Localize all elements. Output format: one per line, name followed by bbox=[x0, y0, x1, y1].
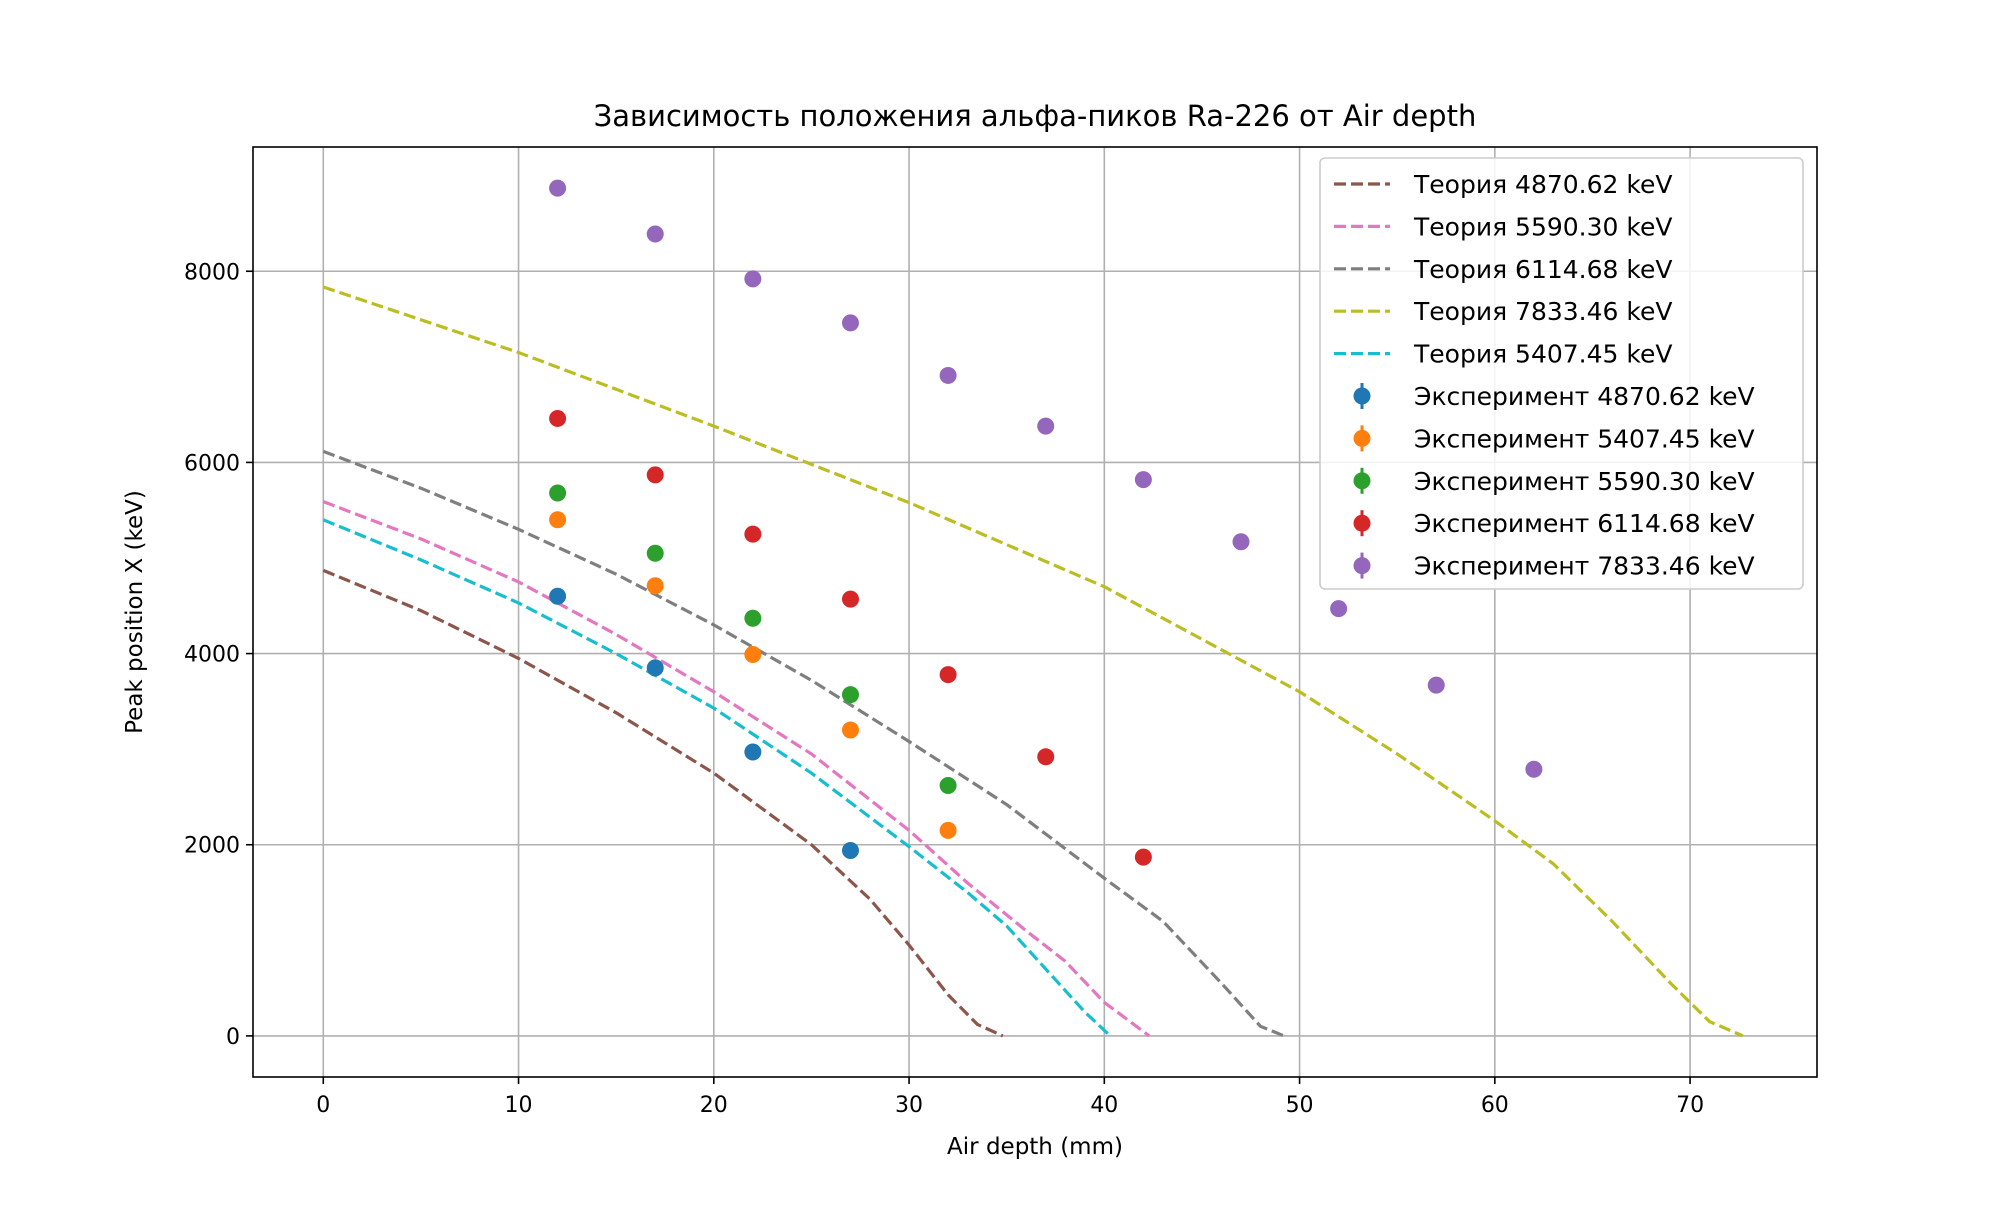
experiment-point bbox=[939, 366, 957, 384]
y-tick-label: 8000 bbox=[184, 260, 240, 285]
y-tick-label: 4000 bbox=[184, 643, 240, 668]
experiment-point bbox=[549, 179, 567, 197]
x-tick-label: 0 bbox=[316, 1093, 330, 1118]
legend-entry-label: Эксперимент 5407.45 keV bbox=[1414, 424, 1755, 453]
legend-point-swatch bbox=[1353, 557, 1371, 575]
y-tick-label: 6000 bbox=[184, 451, 240, 476]
legend-box bbox=[1319, 157, 1804, 590]
experiment-point bbox=[549, 511, 567, 529]
legend-point-swatch bbox=[1353, 429, 1371, 447]
x-tick-label: 50 bbox=[1286, 1093, 1314, 1118]
experiment-point bbox=[646, 577, 664, 595]
experiment-point bbox=[1134, 471, 1152, 489]
x-axis-label: Air depth (mm) bbox=[947, 1134, 1123, 1160]
legend-entry-label: Эксперимент 7833.46 keV bbox=[1414, 552, 1755, 581]
experiment-point bbox=[744, 646, 762, 664]
experiment-point bbox=[939, 776, 957, 794]
experiment-point bbox=[841, 590, 859, 608]
y-axis-label: Peak position X (keV) bbox=[122, 490, 148, 734]
legend-point-swatch bbox=[1353, 387, 1371, 405]
theory-lines-layer bbox=[322, 285, 1744, 1038]
legend-entry-label: Теория 4870.62 keV bbox=[1413, 170, 1672, 199]
experiment-point bbox=[744, 525, 762, 543]
experiment-point bbox=[744, 609, 762, 627]
experiment-point bbox=[841, 721, 859, 739]
y-tick-label: 2000 bbox=[184, 834, 240, 859]
x-tick-label: 70 bbox=[1676, 1093, 1704, 1118]
experiment-points-layer bbox=[549, 179, 1543, 866]
experiment-point bbox=[1037, 417, 1055, 435]
legend-point-swatch bbox=[1353, 514, 1371, 532]
legend-point-swatch bbox=[1353, 472, 1371, 490]
theory-line bbox=[322, 500, 1151, 1038]
theory-line bbox=[322, 518, 1112, 1038]
legend-entry-label: Эксперимент 5590.30 keV bbox=[1414, 467, 1755, 496]
experiment-point bbox=[744, 743, 762, 761]
experiment-point bbox=[1427, 676, 1445, 694]
experiment-point bbox=[549, 587, 567, 605]
legend-entry-label: Теория 5407.45 keV bbox=[1413, 340, 1672, 369]
experiment-point bbox=[939, 666, 957, 684]
experiment-point bbox=[549, 409, 567, 427]
y-tick-label: 0 bbox=[226, 1025, 240, 1050]
x-tick-label: 20 bbox=[700, 1093, 728, 1118]
x-tick-label: 30 bbox=[895, 1093, 923, 1118]
legend-entry-label: Теория 5590.30 keV bbox=[1413, 212, 1672, 241]
experiment-point bbox=[841, 686, 859, 704]
theory-line bbox=[322, 285, 1744, 1038]
experiment-point bbox=[1134, 848, 1152, 866]
plot-frame bbox=[252, 146, 1818, 1078]
experiment-point bbox=[646, 466, 664, 484]
experiment-point bbox=[646, 225, 664, 243]
experiment-point bbox=[841, 841, 859, 859]
theory-line bbox=[322, 449, 1285, 1038]
legend-entry-label: Теория 7833.46 keV bbox=[1413, 297, 1672, 326]
experiment-point bbox=[1232, 533, 1250, 551]
legend-entry-label: Теория 6114.68 keV bbox=[1413, 255, 1672, 284]
experiment-point bbox=[1525, 760, 1543, 778]
chart-title: Зависимость положения альфа-пиков Ra-226… bbox=[594, 99, 1477, 133]
experiment-point bbox=[1037, 748, 1055, 766]
legend-entry-label: Эксперимент 6114.68 keV bbox=[1414, 509, 1755, 538]
x-tick-label: 40 bbox=[1090, 1093, 1118, 1118]
legend: Теория 4870.62 keV Теория 5590.30 keV Теор… bbox=[1319, 157, 1804, 590]
theory-line bbox=[322, 568, 1004, 1038]
x-tick-label: 10 bbox=[505, 1093, 533, 1118]
experiment-point bbox=[549, 484, 567, 502]
experiment-point bbox=[841, 314, 859, 332]
experiment-point bbox=[1330, 600, 1348, 618]
experiment-point bbox=[646, 544, 664, 562]
experiment-point bbox=[646, 659, 664, 677]
legend-entry-label: Эксперимент 4870.62 keV bbox=[1414, 382, 1755, 411]
x-tick-label: 60 bbox=[1481, 1093, 1509, 1118]
experiment-point bbox=[744, 270, 762, 288]
experiment-point bbox=[939, 821, 957, 839]
ticks-layer: 0 10 20 30 40 50 60 70 0 2000 4000 6000 8000 bbox=[184, 260, 1704, 1118]
